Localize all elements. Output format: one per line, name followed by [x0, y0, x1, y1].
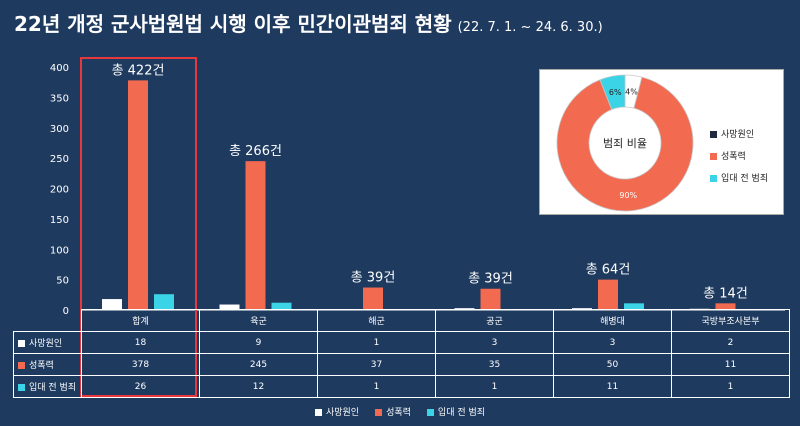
table-header-cell: 합계 — [81, 309, 200, 332]
y-tick-label: 400 — [50, 63, 69, 74]
table-cell: 26 — [81, 375, 200, 398]
table-header-cell: 공군 — [435, 309, 554, 332]
table-row: 입대 전 범죄 26 12 1 1 11 1 — [13, 375, 790, 398]
table-row: 성폭력 378 245 37 35 50 11 — [13, 353, 790, 376]
legend-swatch — [710, 153, 717, 160]
legend-swatch — [314, 409, 322, 416]
table-cell: 37 — [317, 353, 436, 376]
legend-item: 사망원인 — [314, 408, 359, 418]
total-label: 총 14건 — [703, 286, 748, 301]
pie-center-title: 범죄 비율 — [603, 137, 647, 150]
table-header-cell: 육군 — [199, 309, 318, 332]
legend-swatch — [375, 409, 383, 416]
pie-slice — [556, 76, 694, 212]
pie-slice-label: 6% — [609, 88, 622, 97]
table-cell: 245 — [199, 353, 318, 376]
table-cell: 12 — [199, 375, 318, 398]
table-cell: 35 — [435, 353, 554, 376]
table-cell: 2 — [671, 331, 790, 354]
y-tick-label: 200 — [50, 185, 69, 196]
bar-pre — [154, 294, 174, 310]
bar-sexual — [598, 279, 618, 310]
total-label: 총 39건 — [351, 271, 396, 286]
legend-swatch — [710, 131, 717, 138]
total-label: 총 39건 — [468, 272, 513, 287]
table-row-header: 사망원인 — [13, 331, 82, 354]
legend-swatch — [426, 409, 434, 416]
bar-sexual — [245, 161, 266, 310]
table-cell: 378 — [81, 353, 200, 376]
table-header-cell: 국방부조사본부 — [671, 309, 790, 332]
bar-sexual — [715, 303, 736, 310]
table-cell: 3 — [553, 331, 672, 354]
table-cell: 9 — [199, 331, 318, 354]
y-tick-label: 250 — [50, 154, 69, 165]
legend-swatch — [18, 384, 25, 391]
table-header-cell: 해병대 — [553, 309, 672, 332]
y-tick-label: 50 — [56, 276, 69, 287]
chart-title: 22년 개정 군사법원법 시행 이후 민간이관범죄 현황 (22. 7. 1. ~… — [14, 12, 603, 36]
bar-sexual — [128, 80, 148, 311]
table-cell: 11 — [671, 353, 790, 376]
legend-swatch — [18, 362, 25, 369]
pie-chart-panel: 4% 90% 6% 범죄 비율 사망원인 성폭력 입대 전 범죄 — [539, 69, 784, 215]
table-cell: 1 — [435, 375, 554, 398]
bar-sexual — [480, 288, 501, 310]
total-label: 총 64건 — [586, 263, 631, 278]
table-cell: 1 — [317, 331, 436, 354]
legend-item: 입대 전 범죄 — [426, 408, 485, 418]
pie-slice-label: 4% — [625, 87, 638, 96]
legend-swatch — [18, 340, 25, 347]
table-cell: 18 — [81, 331, 200, 354]
pie-slice — [599, 74, 626, 111]
y-tick-label: 350 — [50, 93, 69, 104]
data-table: 합계 육군 해군 공군 해병대 국방부조사본부 사망원인 18 9 1 3 3 2 성폭력 378 245 37… — [13, 309, 790, 398]
y-tick-label: 300 — [50, 124, 69, 135]
table-header-cell: 해군 — [317, 309, 436, 332]
bar-death — [102, 299, 122, 310]
bar-pre — [271, 302, 292, 310]
table-cell: 50 — [553, 353, 672, 376]
pie-slice-label: 90% — [619, 191, 637, 200]
bar-death — [219, 304, 240, 310]
chart-subtitle: (22. 7. 1. ~ 24. 6. 30.) — [457, 20, 603, 35]
bottom-legend: 사망원인 성폭력 입대 전 범죄 — [0, 405, 800, 418]
pie-legend-item: 사망원인 — [710, 124, 768, 146]
pie-legend: 사망원인 성폭력 입대 전 범죄 — [710, 124, 768, 190]
table-row-header: 성폭력 — [13, 353, 82, 376]
table-cell: 1 — [671, 375, 790, 398]
pie-legend-item: 성폭력 — [710, 146, 768, 168]
legend-item: 성폭력 — [375, 408, 411, 418]
legend-swatch — [710, 175, 717, 182]
y-tick-label: 150 — [50, 215, 69, 226]
table-corner — [14, 310, 82, 332]
table-cell: 11 — [553, 375, 672, 398]
bar-sexual — [363, 287, 383, 310]
table-row: 사망원인 18 9 1 3 3 2 — [13, 331, 790, 354]
table-row-header: 입대 전 범죄 — [13, 375, 82, 398]
total-label: 총 266건 — [229, 144, 282, 159]
y-tick-label: 100 — [50, 245, 69, 256]
bar-pre — [624, 303, 644, 310]
donut-chart: 4% 90% 6% 범죄 비율 — [556, 74, 694, 212]
table-cell: 3 — [435, 331, 554, 354]
table-cell: 1 — [317, 375, 436, 398]
y-tick-label: 0 — [63, 306, 69, 317]
total-label: 총 422건 — [112, 63, 165, 78]
pie-legend-item: 입대 전 범죄 — [710, 168, 768, 190]
